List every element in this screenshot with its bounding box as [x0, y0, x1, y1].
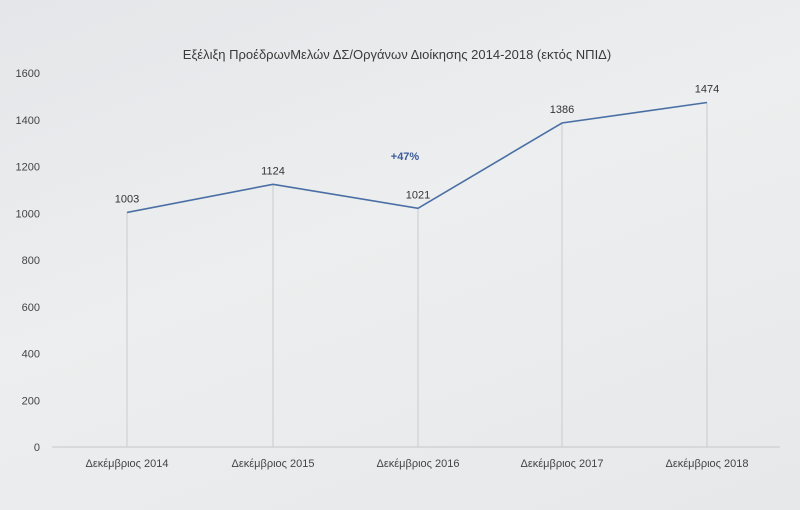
y-tick-label: 1000: [16, 208, 40, 220]
y-tick-label: 800: [22, 255, 40, 267]
series-line: [126, 101, 708, 214]
annotation-percent: +47%: [391, 151, 420, 163]
y-tick-label: 0: [34, 442, 40, 454]
x-tick-label: Δεκέμβριος 2017: [521, 458, 604, 470]
x-tick-label: Δεκέμβριος 2018: [666, 458, 749, 470]
y-tick-label: 400: [22, 349, 40, 361]
data-label: 1474: [695, 83, 719, 95]
y-tick-label: 600: [22, 302, 40, 314]
x-tick-label: Δεκέμβριος 2016: [377, 458, 460, 470]
y-tick-label: 1600: [16, 68, 40, 80]
y-axis: 0 200 400 600 800 1000 1200 1400 1600: [16, 68, 40, 454]
x-tick-label: Δεκέμβριος 2015: [232, 458, 315, 470]
x-axis: Δεκέμβριος 2014 Δεκέμβριος 2015 Δεκέμβριος…: [86, 458, 749, 470]
drop-lines: [126, 102, 708, 447]
data-label: 1003: [115, 194, 139, 206]
data-labels: 1003 1124 1021 1386 1474: [115, 83, 719, 205]
y-tick-label: 1200: [16, 162, 40, 174]
data-label: 1386: [550, 104, 574, 116]
y-tick-label: 1400: [16, 115, 40, 127]
data-label: 1021: [406, 189, 430, 201]
data-label: 1124: [261, 165, 285, 177]
y-tick-label: 200: [22, 395, 40, 407]
chart-title: Εξέλιξη ΠροέδρωνΜελών ΔΣ/Οργάνων Διοίκησ…: [183, 47, 611, 62]
x-tick-label: Δεκέμβριος 2014: [86, 458, 169, 470]
